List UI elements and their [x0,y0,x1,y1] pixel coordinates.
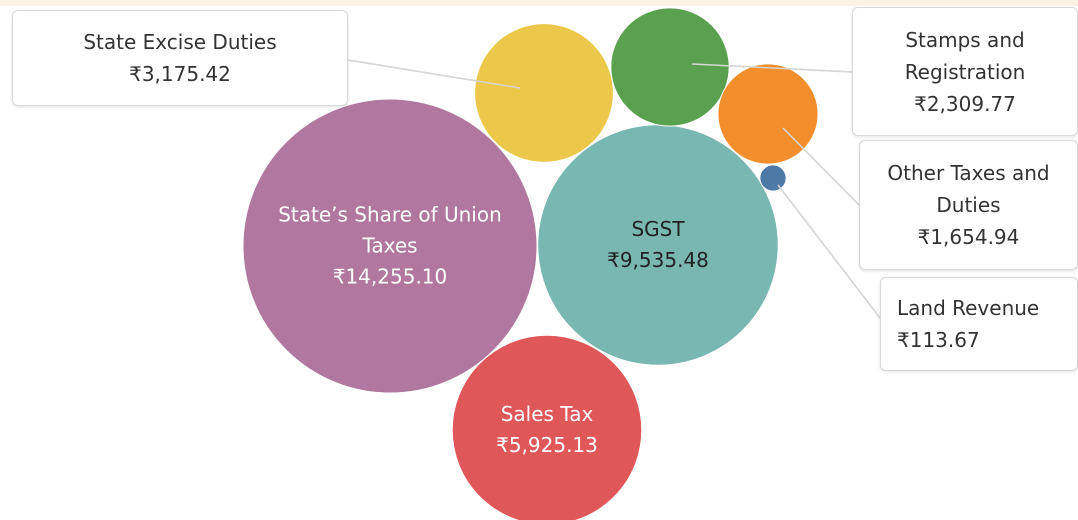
callout-box: Other Taxes and Duties ₹1,654.94 [859,140,1078,270]
callout-box: State Excise Duties ₹3,175.42 [12,10,348,106]
bubble-label: SGST ₹9,535.48 [558,214,758,276]
value-label: ₹113.67 [897,328,980,352]
bubble [759,164,787,192]
value-label: ₹3,175.42 [129,62,231,86]
category-label: State’s Share of Union Taxes [278,202,502,258]
bubble [451,334,643,520]
callout-line [691,63,853,73]
bubble [242,98,538,394]
category-label: SGST [631,217,685,241]
bubble [610,7,730,127]
category-label: Other Taxes and Duties [887,161,1050,217]
bubble-label: State’s Share of Union Taxes ₹14,255.10 [260,200,520,293]
callout-line [782,127,860,206]
category-label: Sales Tax [500,402,594,426]
value-label: ₹14,255.10 [332,264,448,289]
callout-box: Stamps and Registration ₹2,309.77 [852,7,1078,136]
top-band [0,0,1078,6]
value-label: ₹1,654.94 [917,225,1020,249]
callout-line [777,184,881,319]
category-label: Land Revenue [897,296,1040,320]
callout-box: Land Revenue ₹113.67 [880,277,1078,371]
bubble-label: Sales Tax ₹5,925.13 [457,399,637,461]
callout-line [347,59,521,89]
category-label: Stamps and Registration [904,27,1026,84]
bubble [474,23,614,163]
category-label: State Excise Duties [83,30,277,54]
value-label: ₹5,925.13 [496,433,598,457]
value-label: ₹9,535.48 [607,248,709,272]
value-label: ₹2,309.77 [914,91,1016,116]
